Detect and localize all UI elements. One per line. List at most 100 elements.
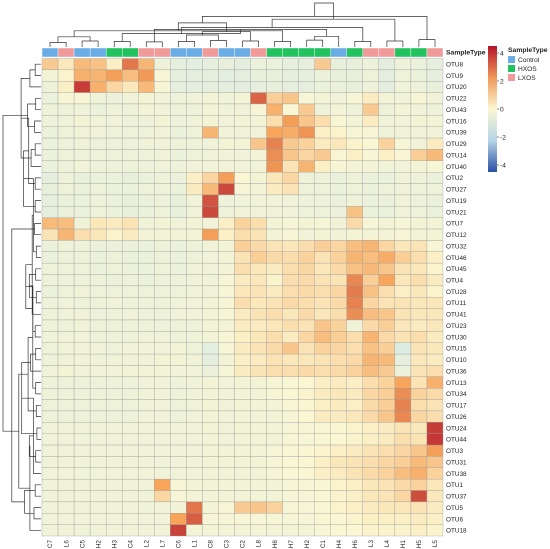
dendrogram-branch [306, 39, 324, 47]
heatmap-cell-OTU29-H6 [346, 137, 363, 150]
heatmap-cell-OTU26-H3 [105, 410, 123, 423]
heatmap-cell-OTU43-C4 [122, 103, 139, 116]
heatmap-cell-OTU4-L2 [138, 274, 155, 287]
heatmap-cell-OTU30-H2 [298, 331, 315, 343]
heatmap-cell-OTU3-L8 [250, 444, 267, 457]
heatmap-cell-OTU36-H1 [394, 365, 412, 378]
heatmap-cell-OTU46-C6 [170, 251, 187, 264]
heatmap-cell-OTU2-H2 [298, 172, 315, 184]
heatmap-cell-OTU38-L2 [138, 467, 155, 480]
heatmap-cell-OTU5-C8 [202, 501, 219, 514]
heatmap-cell-OTU14-L3 [362, 149, 380, 161]
heatmap-cell-OTU22-H3 [105, 92, 123, 105]
column-label-4: H3 [111, 540, 118, 549]
heatmap-cell-OTU21-C7 [41, 206, 59, 218]
heatmap-cell-OTU44-H7 [282, 433, 299, 446]
heatmap-cell-OTU23-H2 [298, 319, 315, 332]
heatmap-cell-OTU46-L3 [362, 251, 380, 264]
heatmap-cell-OTU7-L7 [154, 217, 171, 230]
heatmap-cell-OTU9-L6 [57, 69, 75, 82]
heatmap-cell-OTU43-H5 [410, 103, 428, 116]
heatmap-cell-OTU8-L6 [57, 58, 75, 71]
heatmap-cell-OTU36-C3 [218, 365, 235, 378]
heatmap-cell-OTU11-L4 [378, 297, 396, 309]
heatmap-cell-OTU3-H8 [266, 444, 283, 457]
row-label-OTU29: OTU29 [446, 141, 467, 148]
heatmap-cell-OTU10-H2 [298, 353, 315, 366]
heatmap-cell-OTU13-L2 [138, 376, 155, 389]
heatmap-cell-OTU30-L8 [250, 331, 267, 343]
heatmap-cell-OTU22-H5 [410, 92, 428, 105]
heatmap-cell-OTU8-H3 [105, 58, 123, 71]
heatmap-cell-OTU31-C8 [202, 456, 219, 468]
heatmap-cell-OTU32-H6 [346, 240, 363, 252]
heatmap-cell-OTU20-H8 [266, 81, 283, 93]
heatmap-cell-OTU45-H4 [330, 262, 347, 275]
heatmap-cell-OTU15-H2 [89, 342, 107, 355]
heatmap-cell-OTU41-H4 [330, 308, 347, 321]
annotation-cell-14 [266, 47, 283, 58]
heatmap-cell-OTU1-C4 [122, 478, 139, 491]
heatmap-cell-OTU14-L4 [378, 149, 396, 161]
dendrogram-branch [35, 97, 41, 111]
heatmap-cell-OTU18-H4 [330, 524, 347, 537]
dendrogram-branch [49, 42, 67, 47]
heatmap-cell-OTU14-H2 [298, 149, 315, 161]
heatmap-cell-OTU13-C6 [170, 376, 187, 389]
heatmap-cell-OTU12-L6 [57, 228, 75, 241]
heatmap-cell-OTU9-C1 [314, 69, 331, 82]
heatmap-cell-OTU32-L4 [378, 240, 396, 252]
legend-label-hxos: HXOS [518, 66, 537, 73]
heatmap-cell-OTU26-L3 [362, 410, 380, 423]
heatmap-cell-OTU13-H5 [410, 376, 428, 389]
heatmap-cell-OTU36-H5 [410, 365, 428, 378]
heatmap-cell-OTU43-C2 [234, 103, 251, 116]
heatmap-cell-OTU39-C4 [122, 126, 139, 139]
heatmap-cell-OTU19-H7 [282, 194, 299, 207]
heatmap-cell-OTU29-L1 [186, 137, 203, 150]
heatmap-cell-OTU7-H2 [89, 217, 107, 230]
heatmap-cell-OTU45-L7 [154, 262, 171, 275]
legend-label-lxos: LXOS [518, 75, 536, 82]
heatmap-cell-OTU5-L7 [154, 501, 171, 514]
heatmap-cell-OTU20-H7 [282, 81, 299, 93]
heatmap-cell-OTU5-C3 [218, 501, 235, 514]
heatmap-cell-OTU14-L1 [186, 149, 203, 161]
heatmap-cell-OTU17-C8 [202, 399, 219, 412]
dendrogram-branch [242, 40, 259, 47]
heatmap-cell-OTU27-H5 [410, 183, 428, 196]
heatmap-cell-OTU45-C7 [41, 262, 59, 275]
heatmap-cell-OTU3-H6 [346, 444, 363, 457]
heatmap-cell-OTU10-L4 [378, 353, 396, 366]
heatmap-cell-OTU24-H4 [330, 422, 347, 434]
heatmap-cell-OTU24-L5 [426, 422, 444, 434]
heatmap-cell-OTU23-L8 [250, 319, 267, 332]
heatmap-cell-OTU31-H6 [346, 456, 363, 468]
heatmap-cell-OTU28-H6 [346, 285, 363, 298]
heatmap-cell-OTU27-C8 [202, 183, 219, 196]
heatmap-cell-OTU34-H7 [282, 388, 299, 400]
heatmap-cell-OTU45-C5 [73, 262, 91, 275]
heatmap-cell-OTU29-C1 [314, 137, 331, 150]
heatmap-cell-OTU32-H8 [266, 240, 283, 252]
row-label-OTU16: OTU16 [446, 118, 467, 125]
heatmap-cell-OTU14-H6 [346, 149, 363, 161]
heatmap-cell-OTU28-H2 [298, 285, 315, 298]
heatmap-cell-OTU34-H8 [266, 388, 283, 400]
heatmap-cell-OTU41-C6 [170, 308, 187, 321]
heatmap-cell-OTU15-L6 [57, 342, 75, 355]
heatmap-cell-OTU23-H2 [89, 319, 107, 332]
heatmap-cell-OTU41-H6 [346, 308, 363, 321]
heatmap-cell-OTU45-H6 [346, 262, 363, 275]
heatmap-cell-OTU6-L2 [138, 513, 155, 525]
heatmap-cell-OTU20-L5 [426, 81, 444, 93]
heatmap-cell-OTU26-H5 [410, 410, 428, 423]
heatmap-cell-OTU29-L6 [57, 137, 75, 150]
heatmap-cell-OTU34-C1 [314, 388, 331, 400]
heatmap-cell-OTU2-H4 [330, 172, 347, 184]
heatmap-cell-OTU39-L5 [426, 126, 444, 139]
heatmap-cell-OTU21-L5 [426, 206, 444, 218]
heatmap-cell-OTU40-L5 [426, 160, 444, 173]
column-label-8: C6 [176, 540, 183, 549]
heatmap-cell-OTU43-C5 [73, 103, 91, 116]
